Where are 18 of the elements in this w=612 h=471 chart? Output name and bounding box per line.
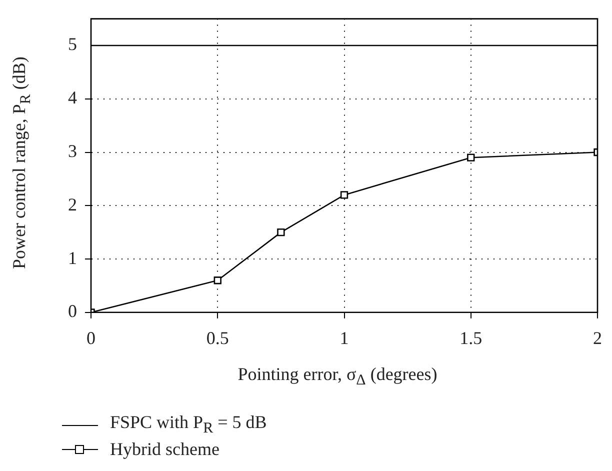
x-tick-label: 1 [340, 328, 349, 348]
x-tick-label: 2 [593, 328, 602, 348]
y-tick-label: 2 [68, 194, 77, 214]
point [467, 154, 475, 162]
x-tick-label: 0 [86, 328, 96, 348]
point [277, 228, 285, 236]
y-tick-label: 3 [68, 140, 77, 161]
x-axis-title: Pointing error, σ$_{Δ}$ (degrees) [236, 364, 438, 390]
y-tick-label: 4 [68, 88, 77, 108]
y-tick-label: 5 [68, 34, 77, 54]
point [340, 191, 348, 199]
y-tick-label: 0 [68, 301, 77, 322]
y-tick-label: 1 [68, 248, 77, 268]
legend-label: FSPC with P$_{R}$ = 5 dB [110, 412, 267, 438]
x-tick-label: 1.5 [460, 328, 482, 348]
point [214, 276, 222, 284]
legend-label: Hybrid scheme [110, 438, 220, 460]
x-tick-label: 0.5 [206, 328, 229, 348]
